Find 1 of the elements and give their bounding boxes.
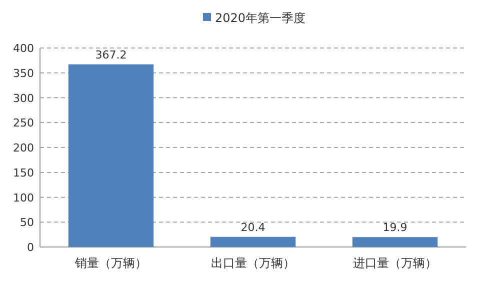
- legend: 2020年第一季度: [203, 11, 306, 25]
